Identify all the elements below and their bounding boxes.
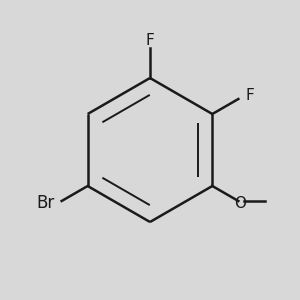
Text: F: F bbox=[246, 88, 255, 104]
Text: Br: Br bbox=[36, 194, 54, 212]
Text: F: F bbox=[146, 33, 154, 48]
Text: O: O bbox=[234, 196, 246, 211]
